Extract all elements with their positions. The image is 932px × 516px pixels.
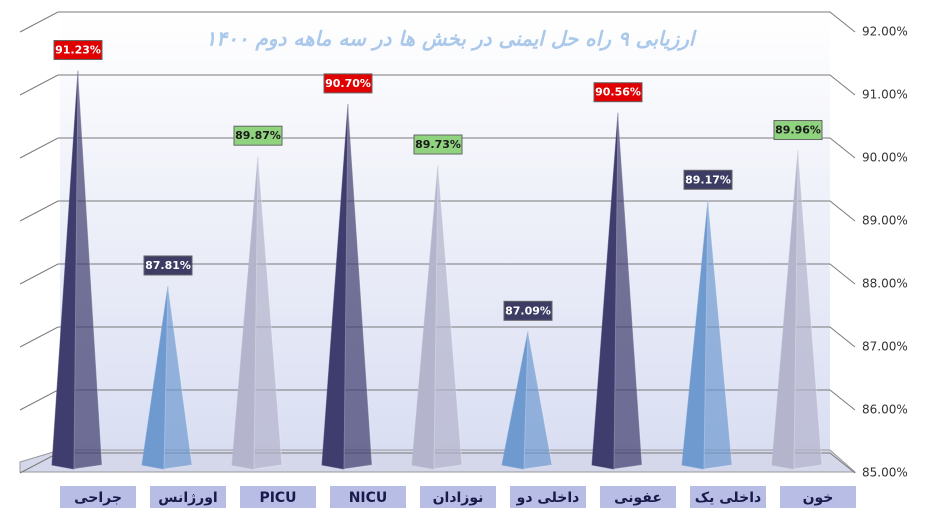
x-label-box [510, 486, 586, 508]
pyramid [51, 70, 103, 470]
pyramid-left-face [591, 112, 619, 470]
x-tick-label: PICU [259, 490, 296, 506]
value-label-box [593, 82, 643, 103]
pyramid-right-face [703, 200, 733, 470]
x-label-box [60, 486, 136, 508]
grid-line [19, 200, 856, 222]
x-tick-label: اورژانس [158, 490, 217, 506]
pyramid [321, 103, 373, 470]
pyramid [771, 150, 823, 470]
pyramid-right-face [433, 164, 463, 470]
grid-line [19, 11, 856, 33]
y-tick-label: 90.00% [862, 151, 908, 165]
y-tick-label: 91.00% [862, 88, 908, 102]
pyramid-right-face [613, 112, 643, 470]
y-tick-label: 88.00% [862, 277, 908, 291]
x-tick-label: خون [803, 490, 834, 506]
pyramid-left-face [141, 285, 169, 470]
value-label: 89.96% [775, 124, 821, 137]
value-label: 89.17% [685, 173, 731, 186]
x-tick-label: داخلی یک [695, 490, 761, 506]
x-tick-label: NICU [349, 490, 388, 506]
y-tick-label: 86.00% [862, 403, 908, 417]
pyramid [681, 200, 733, 470]
grid-line [19, 74, 856, 96]
value-label-box [53, 40, 103, 61]
chart-title: ارزیابی ۹ راه حل ایمنی در بخش ها در سه م… [206, 27, 697, 52]
value-label: 89.87% [235, 129, 281, 142]
pyramid [591, 112, 643, 470]
x-label-box [240, 486, 316, 508]
pyramid-right-face [163, 285, 193, 470]
pyramid [141, 285, 193, 470]
value-label: 87.81% [145, 259, 191, 272]
y-tick-label: 89.00% [862, 214, 908, 228]
x-tick-label: نوزادان [433, 490, 484, 506]
value-label: 89.73% [415, 138, 461, 151]
pyramid [411, 164, 463, 470]
x-tick-label: عفونی [614, 490, 662, 506]
pyramid-left-face [501, 331, 529, 470]
value-label-box [413, 134, 463, 155]
y-tick-label: 92.00% [862, 25, 908, 39]
value-label-box [233, 125, 283, 146]
value-label-box [323, 73, 373, 94]
x-label-box [420, 486, 496, 508]
x-label-box [150, 486, 226, 508]
pyramid-right-face [253, 156, 283, 470]
x-label-box [600, 486, 676, 508]
value-label: 91.23% [55, 44, 101, 57]
pyramid [231, 156, 283, 470]
value-label-box [503, 300, 553, 321]
pyramid-right-face [73, 70, 103, 470]
pyramid-right-face [793, 150, 823, 470]
value-label: 90.70% [325, 77, 371, 90]
value-label-box [773, 120, 823, 141]
x-tick-label: جراحی [74, 490, 122, 506]
pyramid [501, 331, 553, 470]
pyramid-right-face [343, 103, 373, 470]
x-label-box [330, 486, 406, 508]
pyramid-left-face [681, 200, 709, 470]
value-label: 87.09% [505, 304, 551, 317]
value-label-box [683, 169, 733, 190]
y-tick-label: 87.00% [862, 340, 908, 354]
value-label: 90.56% [595, 86, 641, 99]
y-tick-label: 85.00% [862, 466, 908, 480]
x-tick-label: داخلی دو [516, 490, 580, 506]
x-label-box [780, 486, 856, 508]
value-label-box [143, 255, 193, 276]
x-label-box [690, 486, 766, 508]
pyramid-right-face [523, 331, 553, 470]
